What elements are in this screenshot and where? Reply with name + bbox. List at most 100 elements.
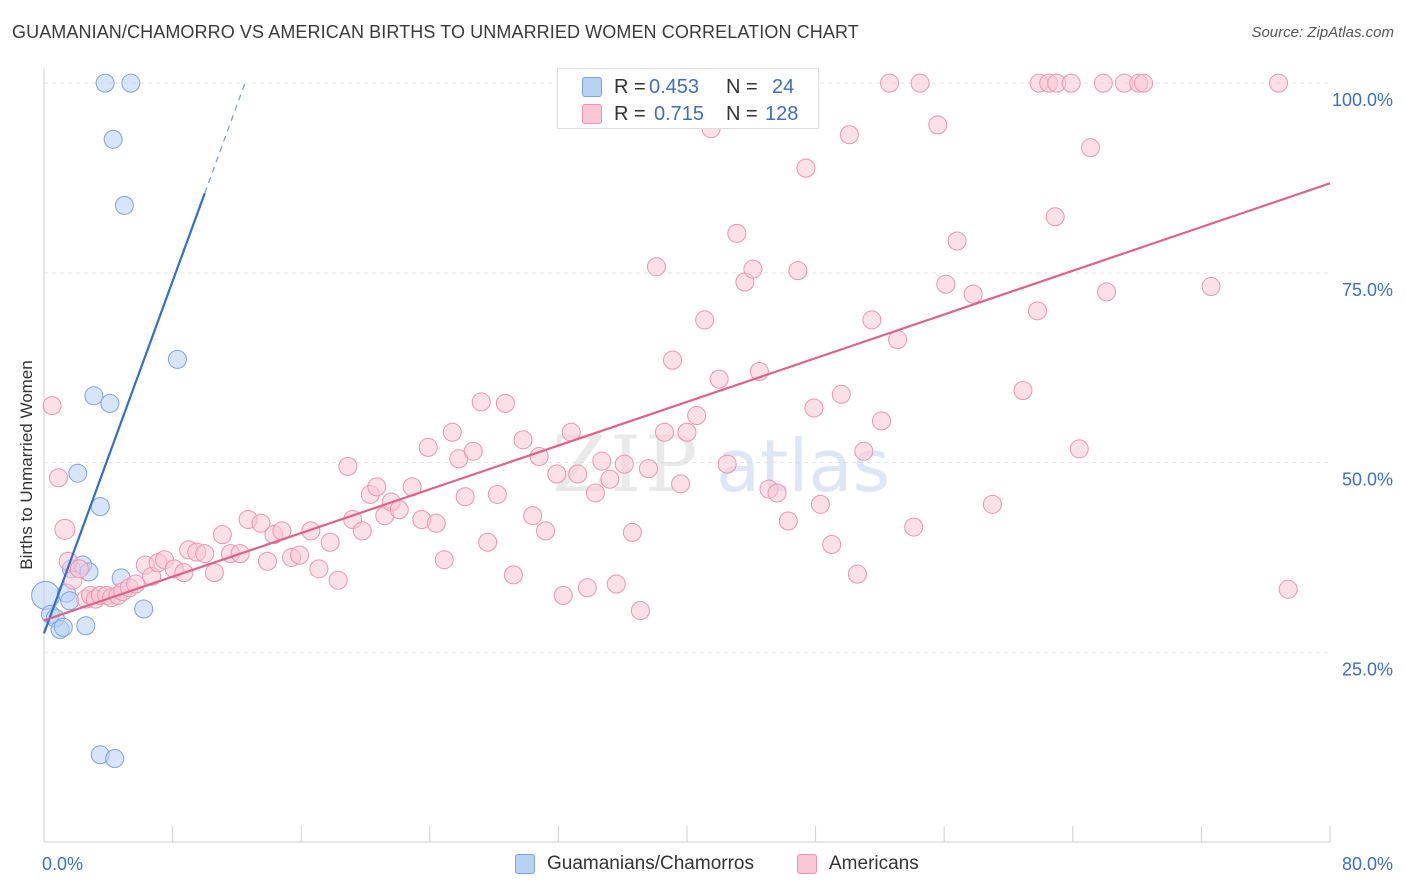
point-guamanian [134, 599, 154, 619]
point-guamanian [68, 463, 88, 483]
point-american [654, 422, 674, 442]
point-american [338, 456, 358, 476]
point-american [426, 513, 446, 533]
point-american [778, 511, 798, 531]
point-american [251, 513, 271, 533]
point-guamanian [103, 129, 123, 149]
point-american [495, 393, 515, 413]
point-american [42, 396, 62, 416]
point-american [904, 517, 924, 537]
point-american [982, 494, 1002, 514]
point-guamanian [90, 497, 110, 517]
point-american [638, 459, 658, 479]
stats-legend: R = 0.453 N = 24 R = 0.715 N = 128 [557, 68, 819, 129]
point-american [1201, 277, 1221, 297]
point-american [320, 532, 340, 552]
point-american [671, 474, 691, 494]
point-guamanian [100, 393, 120, 413]
x-tick-label: 80.0% [1342, 854, 1393, 874]
legend-item-guamanians: Guamanians/Chamorros [515, 852, 754, 876]
point-american [195, 544, 215, 564]
point-american [389, 500, 409, 520]
point-american [963, 284, 983, 304]
point-american [1045, 207, 1065, 227]
point-american [418, 437, 438, 457]
point-guamanian [121, 73, 141, 93]
point-american [547, 464, 567, 484]
legend-swatch-guamanians [515, 854, 535, 874]
point-american [536, 521, 556, 541]
point-american [1269, 73, 1289, 93]
legend-item-americans: Americans [797, 852, 919, 876]
point-american [646, 257, 666, 277]
point-american [1097, 282, 1117, 302]
point-american [463, 441, 483, 461]
point-american [69, 559, 89, 579]
point-american [1134, 73, 1154, 93]
n-value: 128 [765, 102, 799, 125]
point-american [910, 73, 930, 93]
point-american [513, 430, 533, 450]
point-american [577, 578, 597, 598]
point-guamanian [167, 349, 187, 369]
point-american [709, 369, 729, 389]
point-american [936, 274, 956, 294]
point-american [478, 532, 498, 552]
tick-labels: 25.0% 50.0% 75.0% 100.0% 0.0% 80.0% [42, 90, 1393, 874]
point-guamanian [60, 591, 80, 611]
point-american [1093, 73, 1113, 93]
point-american [309, 559, 329, 579]
point-american [630, 601, 650, 621]
r-label: R = [614, 75, 646, 98]
point-american [592, 451, 612, 471]
point-american [1061, 73, 1081, 93]
legend-label-americans: Americans [829, 853, 919, 874]
point-guamanian [84, 386, 104, 406]
point-guamanian [95, 73, 115, 93]
point-american [822, 535, 842, 555]
point-american [352, 521, 372, 541]
point-american [1080, 138, 1100, 158]
point-american [872, 411, 892, 431]
point-american [796, 158, 816, 178]
trend-line-americans [43, 182, 1331, 622]
point-american [854, 441, 874, 461]
point-american [1278, 579, 1298, 599]
point-american [328, 570, 348, 590]
point-american [553, 585, 573, 605]
point-american [455, 487, 475, 507]
point-american [212, 525, 232, 545]
point-american [810, 494, 830, 514]
point-american [847, 564, 867, 584]
legend-swatch-guamanian [582, 77, 602, 97]
legend-swatch-americans-bottom [797, 854, 817, 874]
x-tick-label: 0.0% [42, 854, 83, 874]
point-american [600, 469, 620, 489]
source-credit: Source: ZipAtlas.com [1251, 24, 1394, 41]
point-american [677, 422, 697, 442]
point-american [695, 310, 715, 330]
point-american [367, 477, 387, 497]
point-american [290, 545, 310, 565]
point-american [839, 125, 859, 145]
point-american [1069, 439, 1089, 459]
n-label: N = [726, 102, 758, 125]
r-label: R = [614, 102, 646, 125]
r-value: 0.715 [654, 102, 705, 125]
point-guamanian [53, 617, 73, 637]
point-american [1013, 381, 1033, 400]
point-american [717, 454, 737, 474]
legend-label-guamanians: Guamanians/Chamorros [547, 853, 754, 874]
point-american [442, 422, 462, 442]
chart-title: GUAMANIAN/CHAMORRO VS AMERICAN BIRTHS TO… [12, 22, 859, 42]
point-american [622, 522, 642, 542]
point-american [54, 518, 76, 540]
point-american [663, 350, 683, 370]
point-american [804, 398, 824, 418]
point-american [434, 550, 454, 570]
point-american [767, 483, 787, 503]
n-label: N = [726, 75, 758, 98]
point-american [568, 464, 588, 484]
point-american [947, 231, 967, 251]
